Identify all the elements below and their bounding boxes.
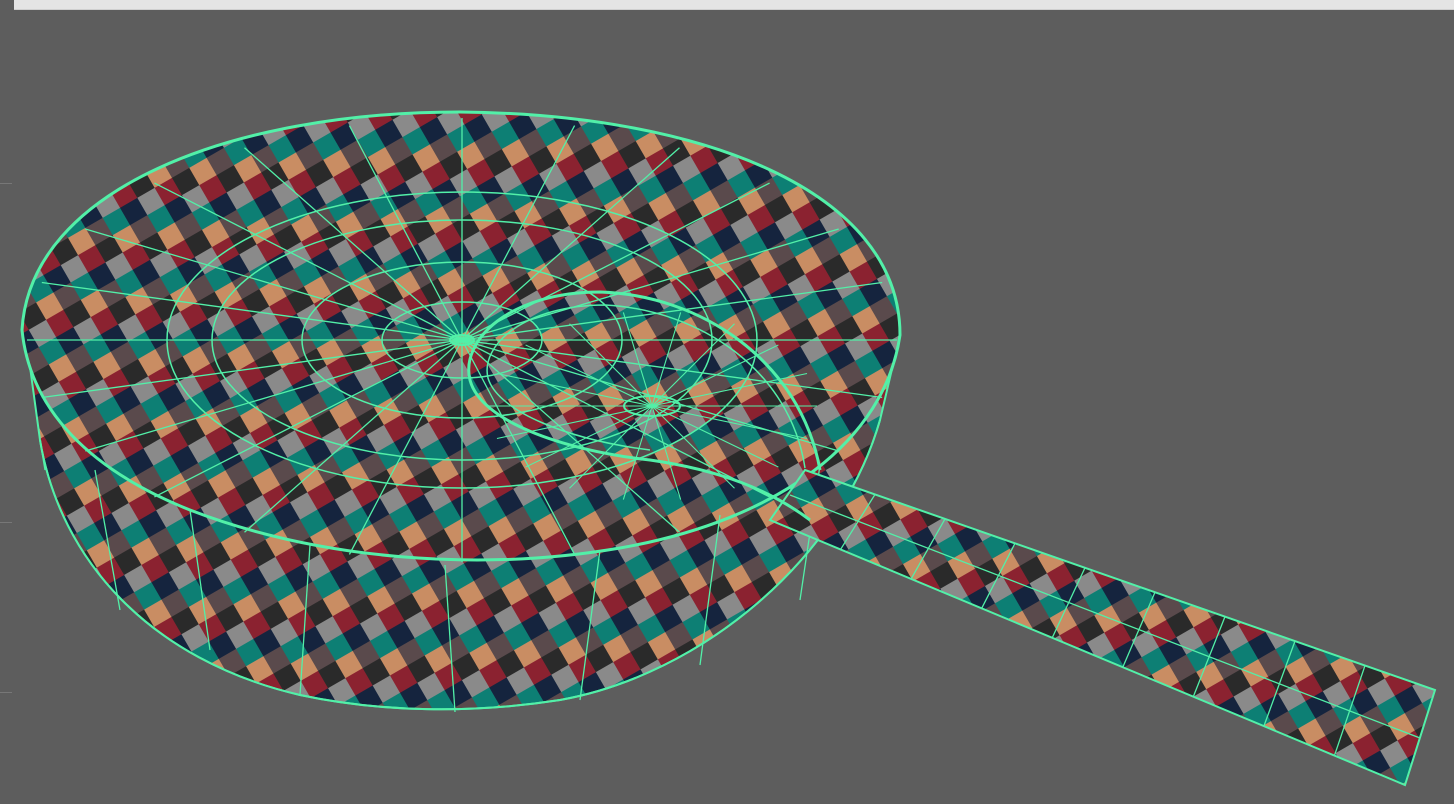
handle-loop-radial (651, 405, 682, 500)
pan-radial-edge (154, 182, 463, 341)
pan-radial-edges (27, 118, 897, 562)
pan-radial-edge (461, 182, 770, 341)
handle-loop-radial (569, 323, 653, 407)
handle-loop-radial (651, 312, 682, 407)
pan-side-edge (444, 564, 456, 713)
pan-radial-edge (461, 281, 883, 341)
pan-radial-edge (41, 339, 463, 399)
edge-tick (0, 183, 12, 184)
pan-radial-edge (348, 125, 463, 341)
pan-radial-edge (348, 339, 463, 555)
handle-loop-radial (651, 405, 735, 489)
pan-radial-edge (461, 339, 576, 555)
pan-radial-edge (85, 228, 463, 341)
handle-loop-radial (525, 405, 653, 468)
pan-side-edge (699, 514, 721, 666)
pan-side-edge (299, 544, 311, 696)
pan-side-edge (579, 549, 601, 701)
handle-loop-radial (651, 372, 808, 407)
pan-radial-edge (461, 339, 680, 533)
handle-loop-radial (651, 323, 735, 407)
pan-radial-edge (461, 125, 576, 341)
pan-radial-edge (41, 281, 463, 341)
edge-tick (0, 522, 12, 523)
viewport-toolbar-strip[interactable] (14, 0, 1454, 10)
handle-loop-radial (651, 405, 808, 440)
pan-radial-edge (244, 147, 463, 341)
handle-loop-inner (486, 304, 806, 469)
pan-radial-edge (154, 339, 463, 498)
pan-center-hub (449, 334, 475, 346)
handle-loop-radial (496, 372, 653, 407)
handle-loop-radial (622, 312, 653, 407)
handle-loop-radial (651, 405, 779, 468)
pan-handle (768, 468, 1437, 787)
handle-loop-radials (487, 312, 817, 500)
handle-loop-radial (651, 344, 779, 407)
pan-side-edge (94, 469, 121, 611)
handle-edge (840, 494, 876, 550)
handle-loop-radial (496, 405, 653, 440)
handle-loop-radial (622, 405, 653, 500)
pan-radial-edge (85, 339, 463, 452)
edge-tick (0, 692, 12, 693)
pan-radial-edge (461, 147, 680, 341)
pan-radial-edge (461, 339, 770, 498)
handle-loop-radial (525, 344, 653, 407)
pan-side-edge (189, 509, 211, 651)
pan-radial-edge (244, 339, 463, 533)
viewport-left-edge (0, 0, 14, 804)
handle-edges (789, 494, 1421, 756)
pan-bottom-edge (39, 419, 881, 711)
frying-pan-mesh[interactable] (20, 110, 1437, 787)
handle-loop-outer (467, 290, 822, 522)
pan-side-edges (39, 439, 821, 713)
handle-loop-radial (569, 405, 653, 489)
handle-midline (789, 494, 1421, 739)
pan-radial-edge (461, 339, 883, 399)
